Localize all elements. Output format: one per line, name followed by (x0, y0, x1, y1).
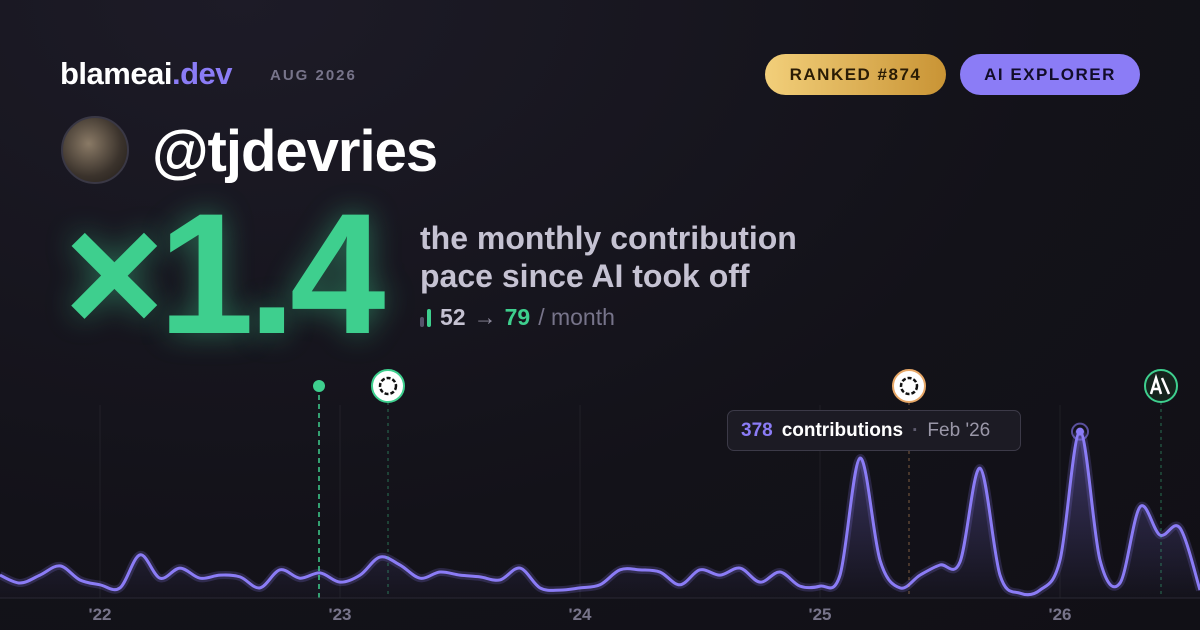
line (0, 430, 1200, 597)
date: AUG 2026 (270, 67, 357, 84)
event-dot (313, 380, 325, 392)
hover-point (1076, 427, 1084, 436)
caption: pace since AI took off (420, 258, 750, 294)
handle: @tjdevries (152, 119, 438, 184)
brand-name: blameai (60, 56, 172, 91)
openai-glyph (378, 376, 398, 396)
x-tick-label: '25 (809, 605, 832, 624)
separator: · (912, 419, 919, 441)
area (0, 431, 1200, 598)
tooltip: 378 contributions · Feb '26 (727, 410, 1021, 451)
brand: blameai.dev (60, 56, 232, 92)
x-tick-label: '23 (329, 605, 352, 624)
openai-icon (371, 369, 405, 403)
tooltip-value: 378 (741, 419, 773, 441)
anthropic-icon (1144, 369, 1178, 403)
tooltip-label: contributions (781, 419, 904, 441)
unit: / month (538, 304, 615, 330)
anthropic-glyph (1149, 373, 1171, 395)
tier-badge: AI EXPLORER (960, 54, 1140, 95)
x-tick-label: '22 (89, 605, 112, 624)
arrow: → (473, 304, 497, 330)
avatar (61, 116, 129, 184)
rank-badge: RANKED #874 (765, 54, 946, 95)
before-value: 52 (440, 304, 466, 330)
line-glow (0, 427, 1200, 599)
openai-icon (892, 369, 926, 403)
brand-tld: .dev (171, 56, 233, 91)
multiplier: ×1.4 (64, 178, 386, 370)
hover-ring (1071, 422, 1089, 441)
pace: 52 → 79 / month (420, 304, 615, 331)
openai-glyph (899, 376, 919, 396)
x-tick-label: '24 (569, 605, 592, 624)
pace-icon (420, 308, 432, 327)
tooltip-date: Feb '26 (927, 419, 991, 441)
x-tick-label: '26 (1049, 605, 1072, 624)
after-value: 79 (504, 304, 531, 330)
caption: the monthly contribution (420, 220, 797, 256)
